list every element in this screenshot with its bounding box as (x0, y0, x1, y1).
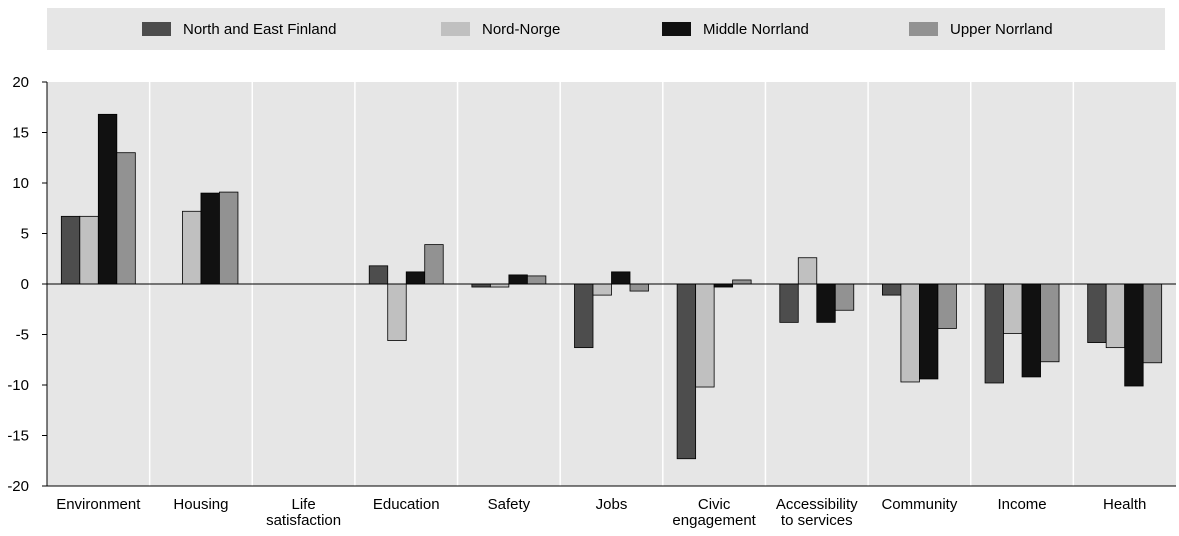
legend-label: Nord-Norge (482, 20, 561, 38)
bar (1142, 283, 1163, 364)
bar (1021, 283, 1041, 378)
x-tick-label: Housing (173, 496, 228, 513)
bar (200, 192, 220, 285)
bar (984, 283, 1004, 384)
bar (900, 283, 920, 383)
bar (368, 265, 389, 285)
bar (526, 275, 547, 285)
y-tick-label: 0 (21, 276, 29, 293)
legend-item: North and East Finland (142, 8, 336, 50)
bar (116, 152, 136, 285)
bar (592, 283, 612, 296)
bar (732, 279, 752, 285)
bar (405, 271, 426, 285)
legend-item: Middle Norrland (662, 8, 809, 50)
bar (1040, 283, 1060, 363)
legend-item: Upper Norrland (909, 8, 1053, 50)
bar (387, 283, 407, 341)
y-axis: 20 15 10 5 0 -5 -10 -15 -20 (7, 74, 48, 495)
bar (1087, 283, 1107, 343)
y-tick-label: 15 (12, 125, 29, 142)
legend-swatch (662, 22, 691, 36)
x-tick-label: Education (373, 496, 440, 513)
legend-item: Nord-Norge (441, 8, 560, 50)
bar (424, 244, 444, 285)
bar (219, 191, 239, 285)
bar (508, 274, 528, 285)
x-tick-label: to services (781, 512, 853, 529)
bar (797, 257, 818, 285)
bar (676, 283, 697, 460)
legend-swatch (909, 22, 938, 36)
bar (919, 283, 939, 380)
y-tick-label: -10 (7, 377, 29, 394)
x-tick-label: Life (291, 496, 315, 513)
bar (97, 113, 118, 285)
y-tick-label: -15 (7, 428, 29, 445)
x-tick-label: Community (881, 496, 957, 513)
bar (629, 283, 649, 292)
x-tick-label: Health (1103, 496, 1146, 513)
bar (1105, 283, 1126, 349)
x-tick-label: Environment (56, 496, 141, 513)
legend: North and East Finland Nord-Norge Middle N… (47, 8, 1165, 50)
y-tick-label: 5 (21, 226, 29, 243)
bar (1124, 283, 1144, 387)
y-tick-label: 10 (12, 175, 29, 192)
bar (695, 283, 715, 388)
bar (779, 283, 799, 323)
legend-label: Middle Norrland (703, 20, 809, 38)
x-tick-label: Income (997, 496, 1046, 513)
x-tick-label: Safety (488, 496, 531, 513)
bar (937, 283, 957, 329)
legend-swatch (142, 22, 171, 36)
legend-label: Upper Norrland (950, 20, 1053, 38)
legend-label: North and East Finland (183, 20, 337, 38)
bar (882, 283, 902, 296)
bar (1003, 283, 1023, 334)
bar (182, 210, 202, 285)
legend-swatch (441, 22, 470, 36)
x-tick-label: engagement (672, 512, 756, 529)
bar (834, 283, 855, 311)
y-tick-label: -20 (7, 478, 29, 495)
bars (60, 113, 1163, 460)
x-tick-label: satisfaction (266, 512, 341, 529)
bar (79, 215, 99, 285)
x-tick-label: Accessibility (776, 496, 858, 513)
bar (574, 283, 594, 349)
y-tick-label: 20 (12, 74, 29, 91)
x-tick-label: Civic (698, 496, 731, 513)
bar (611, 271, 631, 285)
y-tick-label: -5 (16, 327, 29, 344)
bar (816, 283, 836, 323)
bar (60, 215, 81, 285)
x-tick-label: Jobs (596, 496, 628, 513)
